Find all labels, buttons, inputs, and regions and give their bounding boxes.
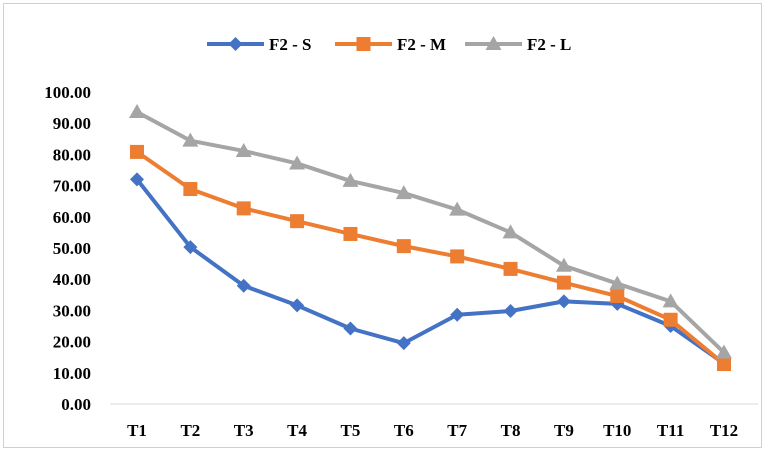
- data-point: [395, 185, 412, 200]
- data-point: [717, 357, 731, 372]
- x-tick-label: T10: [603, 421, 631, 440]
- x-tick-label: T3: [234, 421, 254, 440]
- data-point: [183, 240, 198, 255]
- data-point: [289, 155, 306, 170]
- data-point: [130, 144, 144, 159]
- y-tick-label: 80.00: [53, 145, 91, 164]
- series-layer: [129, 103, 732, 372]
- legend-marker: [485, 36, 502, 50]
- legend-label: F2 - M: [397, 35, 446, 54]
- data-point: [556, 294, 571, 309]
- data-point: [716, 344, 732, 359]
- data-point: [503, 261, 518, 276]
- data-point: [235, 142, 252, 157]
- series-line: [135, 109, 726, 355]
- data-point: [449, 201, 466, 216]
- data-point: [396, 239, 411, 254]
- x-tick-label: T5: [341, 421, 361, 440]
- data-point: [129, 103, 145, 118]
- y-tick-label: 0.00: [61, 395, 91, 414]
- x-tick-label: T2: [180, 421, 200, 440]
- x-tick-label: T7: [447, 421, 467, 440]
- x-tick-label: T8: [501, 421, 521, 440]
- data-point: [343, 321, 358, 336]
- legend-marker: [356, 37, 371, 51]
- data-point: [342, 172, 359, 187]
- y-tick-label: 30.00: [53, 301, 91, 320]
- y-tick-label: 50.00: [53, 239, 91, 258]
- series-line: [135, 149, 726, 367]
- data-point: [609, 275, 626, 290]
- y-tick-label: 40.00: [53, 270, 91, 289]
- data-point: [610, 289, 625, 304]
- data-point: [130, 172, 144, 187]
- x-tick-label: T1: [127, 421, 147, 440]
- data-point: [556, 275, 571, 290]
- series-line: [135, 177, 726, 366]
- legend-item: F2 - M: [335, 35, 446, 54]
- legend-label: F2 - L: [527, 35, 571, 54]
- y-tick-label: 60.00: [53, 208, 91, 227]
- y-tick-label: 70.00: [53, 177, 91, 196]
- y-tick-label: 90.00: [53, 114, 91, 133]
- x-tick-label: T6: [394, 421, 414, 440]
- data-point: [450, 307, 465, 322]
- data-point: [290, 214, 305, 229]
- y-axis: 0.00 10.00 20.00 30.00 40.00 50.00 60.00 70.00 8…: [44, 83, 91, 414]
- legend: F2 - S F2 - M F2 - L: [207, 35, 571, 54]
- chart-frame: [3, 3, 762, 448]
- data-point: [290, 298, 305, 313]
- y-tick-label: 20.00: [53, 333, 91, 352]
- data-point: [343, 226, 358, 241]
- data-point: [396, 336, 411, 351]
- x-tick-label: T11: [657, 421, 684, 440]
- y-tick-label: 10.00: [53, 364, 91, 383]
- data-point: [236, 278, 251, 293]
- data-point: [236, 201, 251, 216]
- data-point: [183, 182, 198, 197]
- legend-item: F2 - S: [207, 35, 312, 54]
- x-tick-label: T4: [287, 421, 307, 440]
- x-tick-label: T12: [710, 421, 738, 440]
- data-point: [662, 293, 679, 308]
- y-tick-label: 100.00: [44, 83, 91, 102]
- data-point: [502, 224, 519, 239]
- data-point: [182, 132, 199, 147]
- x-tick-label: T9: [554, 421, 574, 440]
- series-triangle: [129, 103, 732, 359]
- data-point: [555, 257, 572, 272]
- series-square: [130, 144, 731, 372]
- legend-item: F2 - L: [465, 35, 571, 54]
- data-point: [663, 312, 678, 327]
- legend-label: F2 - S: [269, 35, 312, 54]
- data-point: [503, 304, 518, 319]
- x-axis: T1 T2 T3 T4 T5 T6 T7 T8 T9 T10 T11 T12: [110, 403, 758, 440]
- legend-marker: [228, 37, 243, 51]
- data-point: [450, 249, 465, 264]
- series-diamond: [130, 172, 731, 371]
